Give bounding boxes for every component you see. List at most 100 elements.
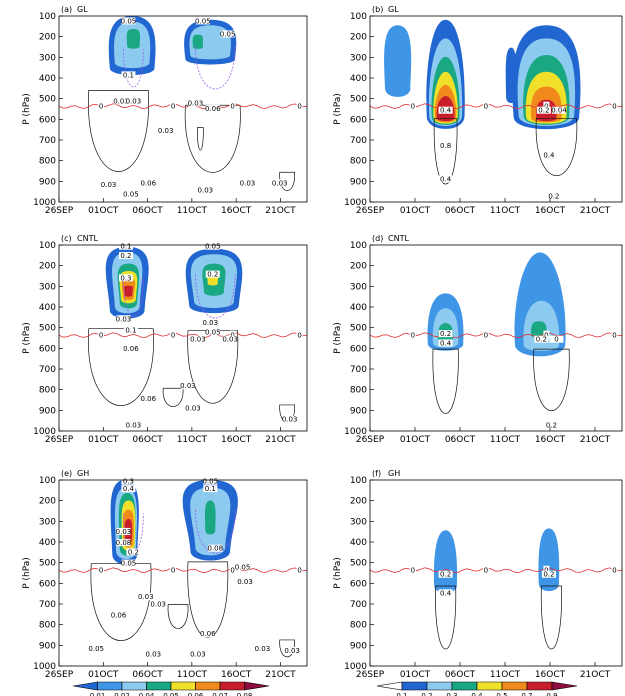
y-tick-label: 1000 [344, 198, 367, 208]
y-tick-label: 700 [350, 365, 367, 375]
y-tick-label: 800 [350, 621, 367, 631]
x-tick-label: 01OCT [88, 206, 119, 216]
y-tick-label: 1000 [344, 427, 367, 437]
zero-label-bg [611, 101, 618, 110]
contour-label: 0.06 [111, 612, 127, 620]
x-tick-label: 11OCT [177, 670, 208, 680]
contour-label: 0.4 [440, 176, 452, 184]
contour-label: 0.1 [120, 243, 131, 251]
zero-line-label: 0 [230, 103, 234, 111]
contour-label-bg [205, 104, 220, 112]
y-tick-label: 200 [350, 497, 367, 507]
filled-region [384, 25, 412, 97]
y-tick-label: 400 [39, 538, 56, 548]
x-tick-label: 06OCT [445, 670, 476, 680]
x-tick-label: 21OCT [580, 670, 611, 680]
colorbar-label: 0.1 [396, 692, 407, 696]
contour-label: 0.05 [88, 645, 104, 653]
zero-line-label: 0 [230, 567, 234, 575]
contour-line [90, 563, 152, 641]
zero-line [58, 567, 308, 574]
contour-label-bg [205, 270, 220, 278]
contour-label: 0.05 [123, 190, 139, 198]
plot-frame [58, 244, 308, 432]
contour-label-bg [116, 527, 131, 535]
contour-line [433, 117, 458, 185]
contour-label-bg [272, 179, 287, 187]
zero-line-label: 0 [484, 332, 488, 340]
contour-label-bg [126, 548, 141, 556]
zero-label-bg [170, 330, 177, 339]
contour-label-bg [111, 611, 126, 619]
contour-label: 0.03 [126, 421, 142, 429]
contour-label: 0.2 [440, 330, 451, 338]
zero-label-bg [170, 101, 177, 110]
y-tick-label: 800 [39, 621, 56, 631]
zero-label-bg [543, 330, 550, 339]
zero-label-bg [296, 101, 303, 110]
contour-label-bg [208, 544, 223, 552]
contour-label: 0.06 [140, 395, 156, 403]
zero-label-bg [170, 565, 177, 574]
x-tick-label: 21OCT [580, 206, 611, 216]
x-tick-label: 21OCT [265, 435, 296, 445]
contour-label-bg [126, 97, 141, 105]
colorbar-swatch [121, 681, 147, 691]
contour-line [162, 387, 184, 407]
zero-line [369, 567, 623, 574]
contour-label: 0.2 [440, 571, 451, 579]
contour-label-bg [438, 106, 453, 114]
x-tick-label: 06OCT [445, 206, 476, 216]
x-tick-label: 16OCT [221, 670, 252, 680]
contour-label: 0.3 [123, 478, 134, 486]
contour-label-bg [121, 17, 136, 25]
contour-label-bg [146, 650, 161, 658]
y-tick-label: 200 [39, 262, 56, 272]
contour-label: 0.05 [121, 560, 137, 568]
filled-region [538, 528, 560, 592]
x-tick-label: 26SEP [45, 206, 74, 216]
contour-label: 0.4 [440, 339, 452, 347]
colorbar-label: 0.01 [90, 692, 106, 696]
colorbar-label: 0.05 [163, 692, 179, 696]
y-axis-label: P (hPa) [333, 322, 343, 354]
contour-label: 0.03 [190, 651, 206, 659]
zero-label-bg [409, 101, 416, 110]
colorbar-swatch [170, 681, 196, 691]
experiment-label: CNTL [388, 234, 409, 243]
contour-label-bg [285, 646, 300, 654]
plot-frame [369, 15, 623, 203]
zero-line-label: 0 [171, 567, 175, 575]
contour-label-bg [198, 186, 213, 194]
contour-label-bg [438, 175, 453, 183]
zero-line-label: 0 [612, 332, 616, 340]
contour-label: 0.05 [195, 17, 211, 25]
colorbar-swatch [451, 681, 478, 691]
contour-label: 0.06 [123, 345, 139, 353]
colorbar-label: 0.02 [114, 692, 130, 696]
contour-line [187, 330, 239, 404]
contour-label: 0.08 [116, 539, 132, 547]
zero-line-label: 0 [411, 103, 415, 111]
zero-line-label: 0 [411, 332, 415, 340]
panel-label: (f) [372, 469, 381, 478]
y-tick-label: 300 [350, 517, 367, 527]
zero-label-bg [409, 330, 416, 339]
panel-label: (a) [61, 5, 72, 14]
zero-line [369, 332, 623, 339]
y-tick-label: 500 [350, 559, 367, 569]
zero-line-label: 0 [230, 332, 234, 340]
contour-label: 0.03 [282, 416, 298, 424]
y-tick-label: 600 [350, 115, 367, 125]
colorbar-label: 0.7 [521, 692, 532, 696]
zero-line [58, 103, 308, 110]
contour-label: 0.05 [202, 478, 218, 486]
contour-label-bg [544, 421, 559, 429]
colorbar-label: 0.9 [546, 692, 557, 696]
contour-label: 0.03 [237, 578, 253, 586]
zero-line-label: 0 [411, 567, 415, 575]
experiment-label: CNTL [77, 234, 98, 243]
panel-b: 0 0 0 00.40.80.40.2 0.040.40.210020030040050… [333, 5, 623, 216]
contour-line [279, 639, 295, 658]
